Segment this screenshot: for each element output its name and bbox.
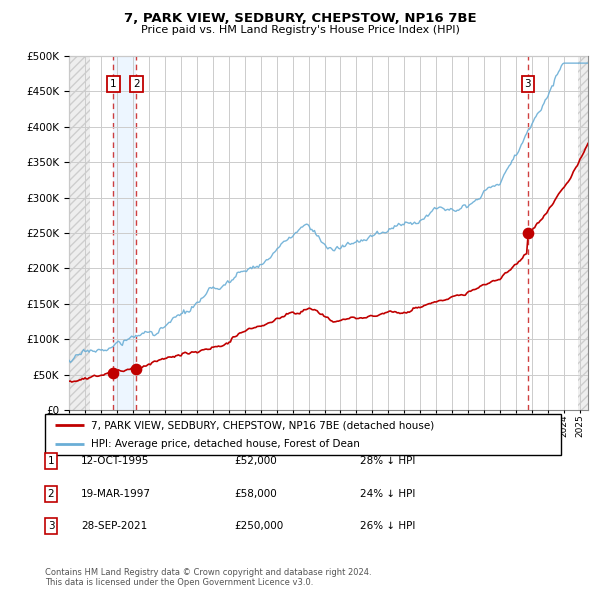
FancyBboxPatch shape bbox=[45, 414, 561, 455]
Text: £58,000: £58,000 bbox=[234, 489, 277, 499]
Text: £52,000: £52,000 bbox=[234, 457, 277, 466]
Text: HPI: Average price, detached house, Forest of Dean: HPI: Average price, detached house, Fore… bbox=[91, 440, 361, 450]
Point bbox=[109, 369, 118, 378]
Text: 7, PARK VIEW, SEDBURY, CHEPSTOW, NP16 7BE: 7, PARK VIEW, SEDBURY, CHEPSTOW, NP16 7B… bbox=[124, 12, 476, 25]
Text: 12-OCT-1995: 12-OCT-1995 bbox=[81, 457, 149, 466]
Text: 1: 1 bbox=[110, 80, 117, 89]
Point bbox=[523, 228, 533, 238]
Bar bbox=[69, 56, 90, 410]
Text: £250,000: £250,000 bbox=[234, 522, 283, 531]
Point bbox=[131, 364, 141, 373]
Bar bbox=[578, 56, 588, 410]
Bar bbox=[113, 56, 136, 410]
Text: Price paid vs. HM Land Registry's House Price Index (HPI): Price paid vs. HM Land Registry's House … bbox=[140, 25, 460, 35]
Text: 3: 3 bbox=[524, 80, 531, 89]
Text: 2: 2 bbox=[47, 489, 55, 499]
Text: 28-SEP-2021: 28-SEP-2021 bbox=[81, 522, 147, 531]
Text: 28% ↓ HPI: 28% ↓ HPI bbox=[360, 457, 415, 466]
Text: 1: 1 bbox=[47, 457, 55, 466]
Text: 19-MAR-1997: 19-MAR-1997 bbox=[81, 489, 151, 499]
Text: 2: 2 bbox=[133, 80, 140, 89]
Text: 24% ↓ HPI: 24% ↓ HPI bbox=[360, 489, 415, 499]
Text: 26% ↓ HPI: 26% ↓ HPI bbox=[360, 522, 415, 531]
Text: Contains HM Land Registry data © Crown copyright and database right 2024.
This d: Contains HM Land Registry data © Crown c… bbox=[45, 568, 371, 587]
Text: 3: 3 bbox=[47, 522, 55, 531]
Text: 7, PARK VIEW, SEDBURY, CHEPSTOW, NP16 7BE (detached house): 7, PARK VIEW, SEDBURY, CHEPSTOW, NP16 7B… bbox=[91, 420, 434, 430]
